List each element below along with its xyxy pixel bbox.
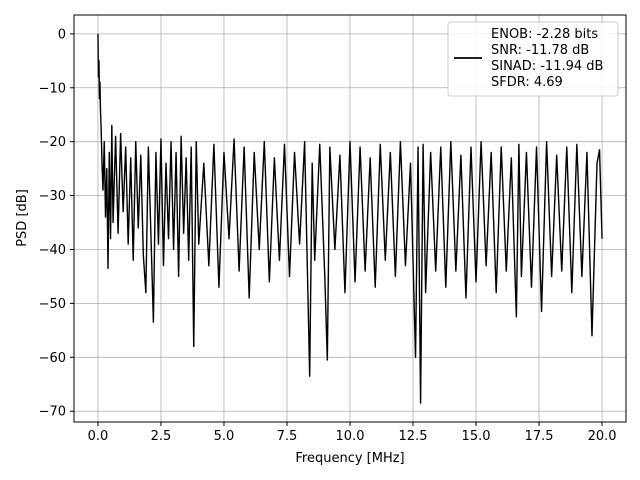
data-line-layer xyxy=(97,33,603,404)
x-tick-label: 12.5 xyxy=(399,429,428,444)
x-tick-label: 7.5 xyxy=(277,429,298,444)
x-tick-label: 17.5 xyxy=(525,429,554,444)
x-tick-label: 0.0 xyxy=(88,429,109,444)
psd-series-line xyxy=(97,33,603,404)
x-tick-label: 20.0 xyxy=(588,429,617,444)
y-tick-label: −50 xyxy=(39,297,66,312)
y-tick-label: −10 xyxy=(39,81,66,96)
legend-entry-sinad: SINAD: -11.94 dB xyxy=(491,59,603,74)
axis-ticks: 0.0 2.5 5.0 7.5 10.0 12.5 15.0 17.5 20.0 0 −10 −20 −… xyxy=(39,27,617,444)
x-tick-label: 15.0 xyxy=(462,429,491,444)
y-tick-label: −20 xyxy=(39,135,66,150)
y-tick-label: 0 xyxy=(58,27,66,42)
legend-entry-enob: ENOB: -2.28 bits xyxy=(491,27,598,42)
legend-entry-sfdr: SFDR: 4.69 xyxy=(491,75,563,90)
x-tick-label: 10.0 xyxy=(336,429,365,444)
y-tick-label: −60 xyxy=(39,351,66,366)
y-tick-label: −30 xyxy=(39,189,66,204)
y-tick-label: −40 xyxy=(39,243,66,258)
y-tick-label: −70 xyxy=(39,405,66,420)
legend-box xyxy=(447,21,619,97)
legend: ENOB: -2.28 bits SNR: -11.78 dB SINAD: -… xyxy=(447,21,619,97)
y-axis-title: PSD [dB] xyxy=(15,189,30,247)
legend-entry-snr: SNR: -11.78 dB xyxy=(491,43,589,58)
x-axis-title: Frequency [MHz] xyxy=(295,451,404,466)
x-tick-label: 5.0 xyxy=(214,429,235,444)
x-tick-label: 2.5 xyxy=(151,429,172,444)
